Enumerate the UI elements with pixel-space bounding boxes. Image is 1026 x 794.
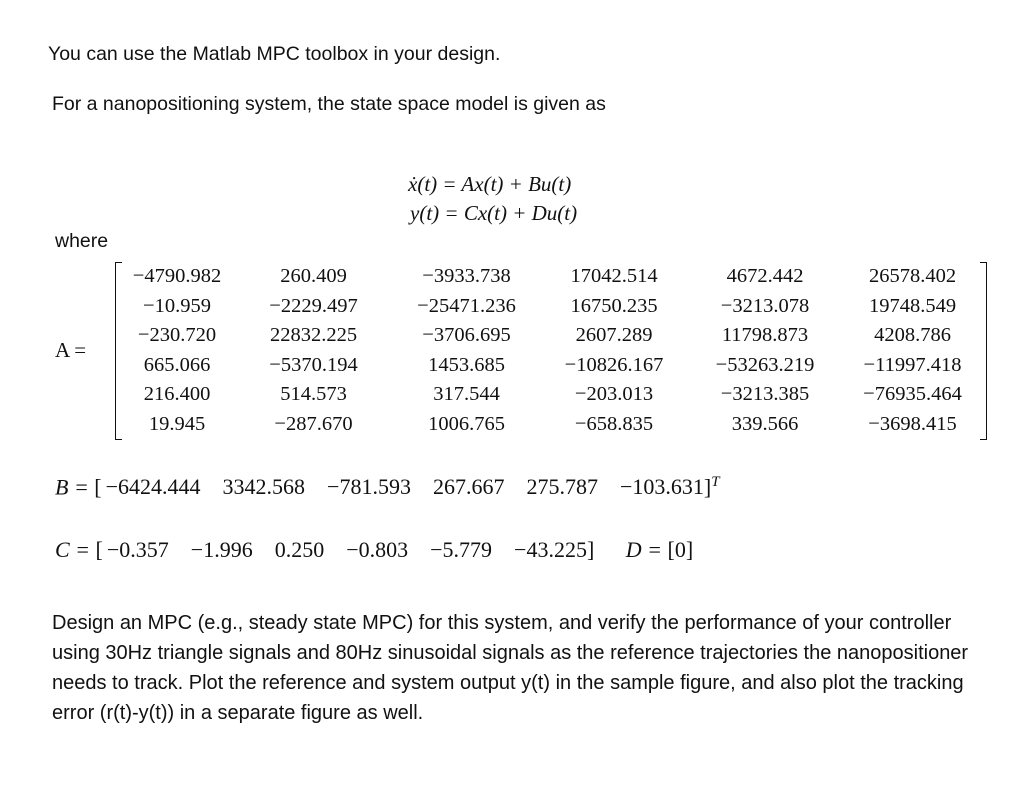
matrix-a-cell: −3698.415 xyxy=(868,412,957,435)
vector-c: C = [−0.357 −1.996 0.250 −0.803 −5.779 −43.22… xyxy=(55,537,693,563)
model-intro-text: For a nanopositioning system, the state … xyxy=(52,93,606,115)
task-description: Design an MPC (e.g., steady state MPC) f… xyxy=(52,612,969,724)
vector-c-value: −5.779 xyxy=(430,537,493,562)
left-bracket xyxy=(115,262,122,440)
matrix-a-cell: 260.409 xyxy=(280,265,347,287)
matrix-a-cell: 4208.786 xyxy=(874,324,951,347)
matrix-a-cell: 665.066 xyxy=(143,353,211,376)
matrix-a-cell: −230.720 xyxy=(137,324,217,347)
state-space-equations: ẋ(t) = Ax(t) + Bu(t) y(t) = Cx(t) + Du(t… xyxy=(408,170,577,228)
vector-c-value: 0.250 xyxy=(274,537,325,562)
matrix-d-label: D = xyxy=(625,537,663,562)
right-bracket xyxy=(980,262,987,440)
vector-b-value: 275.787 xyxy=(526,474,598,500)
matrix-a-cell: 317.544 xyxy=(433,383,500,406)
vector-b-value: 3342.568 xyxy=(222,474,306,500)
transpose-superscript: T xyxy=(711,474,720,490)
vector-c-value: −0.803 xyxy=(346,537,409,562)
matrix-a-cell: −3213.385 xyxy=(720,383,810,406)
bracket-close: ] xyxy=(685,537,694,562)
matrix-a-cell: 19.945 xyxy=(148,412,206,435)
matrix-a-grid: −4790.982 260.409 −3933.738 17042.514 4672.4… xyxy=(122,262,985,440)
matrix-a-cell: 1006.765 xyxy=(428,412,505,435)
matrix-a-cell: −3933.738 xyxy=(422,265,511,287)
matrix-a-cell: 4672.442 xyxy=(726,265,804,287)
vector-c-value: −43.225 xyxy=(514,537,587,562)
matrix-a-cell: −10.959 xyxy=(143,294,211,317)
matrix-a-cell: −3213.078 xyxy=(720,294,810,317)
matrix-a-cell: −5370.194 xyxy=(269,353,358,376)
matrix-a-cell: −11997.418 xyxy=(863,353,962,376)
matrix-a-cell: −2229.497 xyxy=(269,294,358,317)
vector-c-label: C = xyxy=(55,537,91,562)
vector-b-label: B = xyxy=(55,474,89,500)
matrix-a-cell: 2607.289 xyxy=(575,324,653,347)
vector-b-value: −103.631 xyxy=(619,474,704,500)
matrix-a-cell: −658.835 xyxy=(574,412,654,435)
state-equation: ẋ(t) = Ax(t) + Bu(t) xyxy=(408,172,572,196)
output-equation: y(t) = Cx(t) + Du(t) xyxy=(410,201,578,225)
matrix-a-cell: −25471.236 xyxy=(417,294,516,317)
matrix-a-cell: −287.670 xyxy=(274,412,353,435)
vector-b: B = [−6424.444 3342.568 −781.593 267.667 275… xyxy=(55,474,720,500)
matrix-a-cell: −4790.982 xyxy=(132,265,222,287)
bracket-open: [ xyxy=(667,537,675,562)
vector-c-value: −0.357 xyxy=(106,537,169,562)
vector-b-value: 267.667 xyxy=(432,474,505,500)
bracket-close: ] xyxy=(703,474,712,500)
matrix-a-cell: −53263.219 xyxy=(715,353,815,376)
bracket-close: ] xyxy=(586,537,595,562)
intro-text: You can use the Matlab MPC toolbox in yo… xyxy=(48,43,501,65)
bracket-open: [ xyxy=(94,474,102,500)
matrix-a-label: A = xyxy=(55,338,87,362)
matrix-a-cell: 216.400 xyxy=(143,383,211,406)
matrix-a-cell: 16750.235 xyxy=(570,294,658,317)
matrix-a-cell: 1453.685 xyxy=(428,353,505,376)
matrix-a-cell: 17042.514 xyxy=(570,265,658,287)
vector-b-value: −6424.444 xyxy=(105,474,201,500)
matrix-a-cell: 11798.873 xyxy=(721,324,809,347)
matrix-a-cell: 339.566 xyxy=(731,412,799,435)
matrix-a-cell: −76935.464 xyxy=(863,383,962,406)
matrix-a: −4790.982 260.409 −3933.738 17042.514 4672.4… xyxy=(115,262,987,440)
matrix-a-cell: −203.013 xyxy=(574,383,654,406)
where-text: where xyxy=(55,230,109,252)
matrix-d-value: 0 xyxy=(674,537,686,562)
matrix-a-cell: 514.573 xyxy=(280,383,347,406)
bracket-open: [ xyxy=(95,537,103,562)
matrix-a-cell: 26578.402 xyxy=(868,265,957,287)
matrix-a-cell: 22832.225 xyxy=(269,324,358,347)
vector-b-value: −781.593 xyxy=(327,474,411,500)
vector-c-value: −1.996 xyxy=(190,537,253,562)
matrix-a-cell: −3706.695 xyxy=(422,324,511,347)
matrix-a-cell: 19748.549 xyxy=(868,294,957,317)
matrix-a-cell: −10826.167 xyxy=(564,353,664,376)
